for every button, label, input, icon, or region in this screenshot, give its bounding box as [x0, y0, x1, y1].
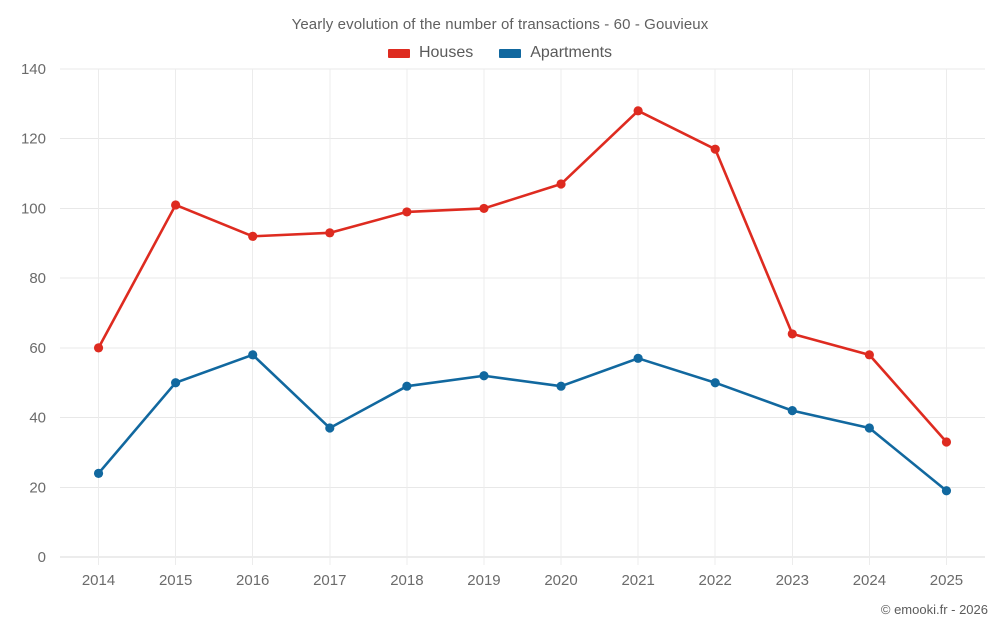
data-point[interactable] — [171, 200, 181, 210]
x-axis-tick-labels: 2014 2015 2016 2017 2018 2019 2020 2021 2022 2023… — [82, 572, 963, 589]
data-point[interactable] — [248, 231, 258, 241]
data-point[interactable] — [941, 486, 952, 496]
data-point[interactable] — [93, 343, 104, 353]
legend-swatch-apartments — [499, 48, 522, 58]
data-point[interactable] — [710, 144, 720, 154]
legend-item-houses[interactable]: Houses — [387, 44, 474, 62]
data-point[interactable] — [556, 179, 566, 189]
data-point[interactable] — [479, 203, 489, 214]
x-axis-tick-label: 2023 — [776, 572, 809, 589]
legend-label-houses: Houses — [418, 44, 474, 61]
data-series-layer — [93, 106, 952, 496]
x-axis-tick-label: 2024 — [853, 572, 886, 589]
x-axis-tick-label: 2021 — [621, 572, 654, 589]
y-axis-tick-label: 100 — [21, 200, 46, 217]
data-point[interactable] — [556, 381, 566, 391]
data-point[interactable] — [325, 228, 335, 238]
data-point[interactable] — [941, 437, 952, 447]
series-line-houses — [97, 109, 948, 444]
series-houses — [93, 106, 952, 447]
y-axis-tick-label: 0 — [38, 549, 46, 566]
x-axis-tick-label: 2014 — [82, 572, 115, 589]
legend-swatch-houses — [387, 48, 410, 58]
x-axis-tick-label: 2015 — [159, 572, 192, 589]
x-axis-tick-label: 2017 — [313, 572, 346, 589]
data-point[interactable] — [93, 468, 104, 478]
legend-item-apartments[interactable]: Apartments — [499, 44, 612, 62]
x-axis-tick-label: 2022 — [699, 572, 732, 589]
data-point[interactable] — [171, 378, 181, 388]
data-point[interactable] — [479, 371, 489, 381]
data-point[interactable] — [633, 353, 643, 363]
legend-label-apartments: Apartments — [530, 44, 613, 61]
y-axis-tick-label: 140 — [21, 61, 46, 78]
series-apartments — [93, 350, 952, 496]
data-point[interactable] — [402, 207, 412, 217]
x-axis-tick-label: 2025 — [930, 572, 963, 589]
data-point[interactable] — [864, 423, 874, 433]
data-point[interactable] — [787, 329, 797, 339]
x-axis-tick-label: 2020 — [544, 572, 577, 589]
chart-legend: Houses Apartments — [0, 44, 1000, 62]
x-axis-tick-label: 2016 — [236, 572, 269, 589]
gridlines — [60, 68, 985, 565]
data-point[interactable] — [402, 381, 412, 391]
y-axis-tick-label: 120 — [21, 131, 46, 148]
data-point[interactable] — [864, 350, 874, 360]
y-axis-tick-label: 40 — [29, 410, 46, 427]
data-point[interactable] — [325, 423, 335, 433]
y-axis-tick-labels: 0 20 40 60 80 100 120 140 — [21, 61, 46, 566]
data-point[interactable] — [248, 350, 258, 360]
data-point[interactable] — [633, 106, 643, 116]
x-axis-tick-label: 2019 — [467, 572, 500, 589]
y-axis-tick-label: 20 — [29, 479, 46, 496]
data-point[interactable] — [710, 378, 720, 388]
chart-title: Yearly evolution of the number of transa… — [291, 16, 709, 33]
data-point[interactable] — [787, 406, 797, 416]
y-axis-tick-label: 80 — [29, 270, 46, 287]
y-axis-tick-label: 60 — [29, 340, 46, 357]
x-axis-tick-label: 2018 — [390, 572, 423, 589]
series-line-apartments — [97, 353, 948, 493]
credit-text: © emooki.fr - 2026 — [880, 602, 988, 617]
